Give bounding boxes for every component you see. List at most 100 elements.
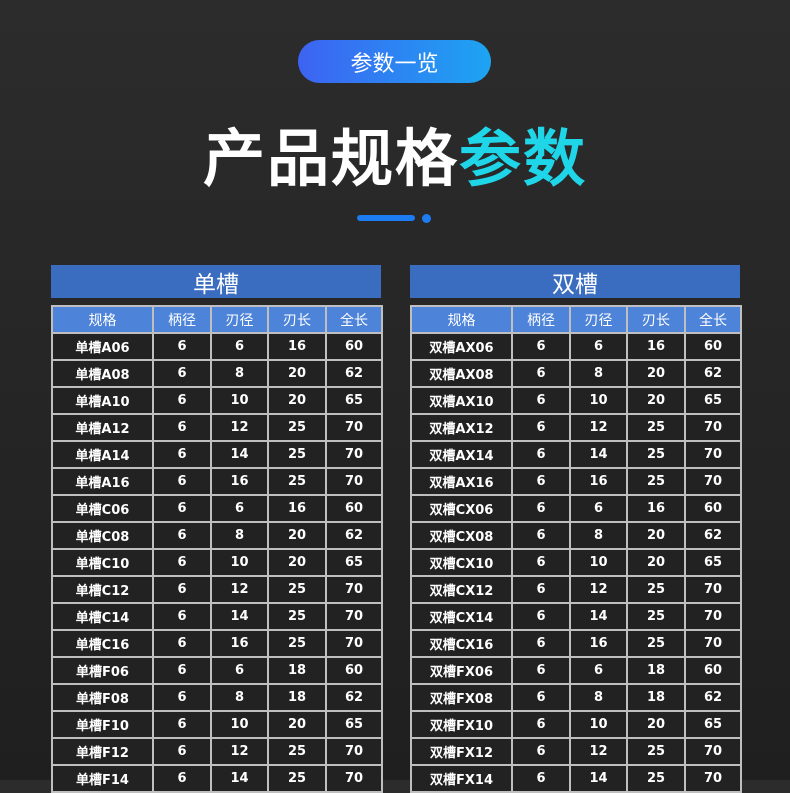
table-cell: 10 <box>569 386 628 415</box>
table-cell: 25 <box>626 440 686 469</box>
table-row: 双槽FX06 6 6 18 60 <box>410 656 742 685</box>
table-cell: 62 <box>684 521 742 550</box>
table-cell: 25 <box>626 737 686 766</box>
table-cell: 6 <box>152 359 212 388</box>
table-row: 单槽A12 6 12 25 70 <box>51 413 383 442</box>
table-cell: 12 <box>210 575 269 604</box>
table-cell: 20 <box>267 710 327 739</box>
table-cell: 8 <box>210 521 269 550</box>
table-cell: 62 <box>684 683 742 712</box>
table-caption: 双槽 <box>410 265 740 298</box>
table-cell: 单槽A12 <box>51 413 154 442</box>
decor-line <box>357 215 415 221</box>
column-header: 全长 <box>325 305 383 334</box>
table-cell: 25 <box>626 575 686 604</box>
table-cell: 6 <box>152 656 212 685</box>
table-cell: 20 <box>267 548 327 577</box>
table-cell: 14 <box>569 440 628 469</box>
spec-table: 规格 柄径 刃径 刃长 全长 单槽A06 6 6 16 60 单槽A08 6 8 20 62 单槽A10 6 10… <box>51 305 383 793</box>
table-cell: 25 <box>626 629 686 658</box>
table-cell: 6 <box>152 467 212 496</box>
table-cell: 双槽CX08 <box>410 521 513 550</box>
table-cell: 双槽CX14 <box>410 602 513 631</box>
title-main: 产品规格 <box>202 122 459 195</box>
table-row: 单槽C16 6 16 25 70 <box>51 629 383 658</box>
table-cell: 25 <box>267 440 327 469</box>
table-cell: 6 <box>511 548 571 577</box>
table-row: 单槽C06 6 6 16 60 <box>51 494 383 523</box>
table-cell: 70 <box>325 629 383 658</box>
table-cell: 双槽FX12 <box>410 737 513 766</box>
table-cell: 6 <box>511 602 571 631</box>
table-row: 单槽C14 6 14 25 70 <box>51 602 383 631</box>
table-header-row: 规格 柄径 刃径 刃长 全长 <box>51 305 383 334</box>
table-cell: 6 <box>152 440 212 469</box>
table-cell: 60 <box>684 332 742 361</box>
table-cell: 6 <box>152 629 212 658</box>
table-cell: 10 <box>569 710 628 739</box>
table-cell: 16 <box>569 629 628 658</box>
table-row: 双槽FX14 6 14 25 70 <box>410 764 742 793</box>
table-cell: 20 <box>267 386 327 415</box>
table-cell: 6 <box>152 764 212 793</box>
table-cell: 双槽CX12 <box>410 575 513 604</box>
table-cell: 12 <box>569 575 628 604</box>
table-cell: 6 <box>511 710 571 739</box>
table-cell: 70 <box>325 602 383 631</box>
column-header: 全长 <box>684 305 742 334</box>
table-cell: 70 <box>325 737 383 766</box>
table-cell: 6 <box>152 332 212 361</box>
table-cell: 单槽F12 <box>51 737 154 766</box>
table-cell: 70 <box>684 629 742 658</box>
table-cell: 双槽AX16 <box>410 467 513 496</box>
table-cell: 70 <box>325 440 383 469</box>
table-cell: 6 <box>511 629 571 658</box>
table-cell: 单槽C08 <box>51 521 154 550</box>
table-cell: 18 <box>267 656 327 685</box>
table-row: 单槽F14 6 14 25 70 <box>51 764 383 793</box>
table-row: 双槽CX16 6 16 25 70 <box>410 629 742 658</box>
table-cell: 60 <box>684 656 742 685</box>
column-header: 柄径 <box>511 305 571 334</box>
table-cell: 16 <box>267 332 327 361</box>
table-row: 单槽A08 6 8 20 62 <box>51 359 383 388</box>
column-header: 规格 <box>51 305 154 334</box>
table-cell: 6 <box>511 359 571 388</box>
table-header-row: 规格 柄径 刃径 刃长 全长 <box>410 305 742 334</box>
table-cell: 6 <box>210 494 269 523</box>
table-cell: 6 <box>152 575 212 604</box>
table-cell: 6 <box>569 656 628 685</box>
section-badge: 参数一览 <box>298 40 491 83</box>
table-cell: 14 <box>210 602 269 631</box>
table-cell: 20 <box>626 386 686 415</box>
table-cell: 双槽FX10 <box>410 710 513 739</box>
table-cell: 25 <box>267 629 327 658</box>
table-cell: 10 <box>210 386 269 415</box>
table-cell: 70 <box>684 764 742 793</box>
table-cell: 8 <box>210 683 269 712</box>
table-cell: 6 <box>511 683 571 712</box>
table-cell: 20 <box>267 521 327 550</box>
table-cell: 14 <box>210 764 269 793</box>
table-row: 双槽FX08 6 8 18 62 <box>410 683 742 712</box>
table-row: 双槽CX10 6 10 20 65 <box>410 548 742 577</box>
decor-dot <box>422 214 431 223</box>
table-cell: 双槽FX14 <box>410 764 513 793</box>
table-cell: 单槽F08 <box>51 683 154 712</box>
table-row: 单槽A10 6 10 20 65 <box>51 386 383 415</box>
table-row: 双槽AX16 6 16 25 70 <box>410 467 742 496</box>
table-cell: 6 <box>152 710 212 739</box>
table-cell: 60 <box>325 656 383 685</box>
table-cell: 双槽FX06 <box>410 656 513 685</box>
table-row: 双槽CX12 6 12 25 70 <box>410 575 742 604</box>
table-cell: 8 <box>569 521 628 550</box>
table-cell: 6 <box>152 494 212 523</box>
table-cell: 16 <box>626 332 686 361</box>
table-cell: 16 <box>210 467 269 496</box>
table-row: 单槽A14 6 14 25 70 <box>51 440 383 469</box>
table-cell: 6 <box>569 332 628 361</box>
table-cell: 8 <box>569 683 628 712</box>
table-row: 单槽F10 6 10 20 65 <box>51 710 383 739</box>
table-cell: 6 <box>152 683 212 712</box>
table-cell: 60 <box>684 494 742 523</box>
